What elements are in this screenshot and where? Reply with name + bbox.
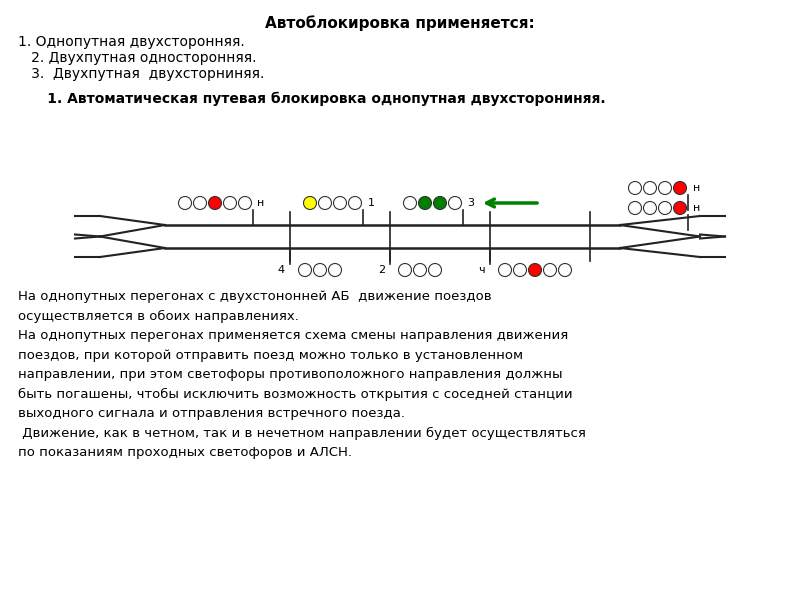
Text: направлении, при этом светофоры противоположного направления должны: направлении, при этом светофоры противоп… bbox=[18, 368, 562, 381]
Circle shape bbox=[429, 263, 442, 277]
Text: осуществляется в обоих направлениях.: осуществляется в обоих направлениях. bbox=[18, 310, 299, 323]
Text: выходного сигнала и отправления встречного поезда.: выходного сигнала и отправления встречно… bbox=[18, 407, 405, 420]
Circle shape bbox=[318, 196, 331, 209]
Circle shape bbox=[398, 263, 411, 277]
Circle shape bbox=[674, 181, 686, 194]
Circle shape bbox=[349, 196, 362, 209]
Text: по показаниям проходных светофоров и АЛСН.: по показаниям проходных светофоров и АЛС… bbox=[18, 446, 352, 459]
Circle shape bbox=[514, 263, 526, 277]
Text: 3: 3 bbox=[467, 198, 474, 208]
Text: н: н bbox=[693, 203, 700, 213]
Circle shape bbox=[434, 196, 446, 209]
Circle shape bbox=[658, 181, 671, 194]
Circle shape bbox=[403, 196, 417, 209]
Circle shape bbox=[238, 196, 251, 209]
Circle shape bbox=[658, 202, 671, 214]
Circle shape bbox=[334, 196, 346, 209]
Circle shape bbox=[418, 196, 431, 209]
Circle shape bbox=[209, 196, 222, 209]
Text: На однопутных перегонах применяется схема смены направления движения: На однопутных перегонах применяется схем… bbox=[18, 329, 568, 342]
Text: 4: 4 bbox=[278, 265, 285, 275]
Circle shape bbox=[314, 263, 326, 277]
Circle shape bbox=[178, 196, 191, 209]
Text: 2. Двухпутная односторонняя.: 2. Двухпутная односторонняя. bbox=[18, 51, 257, 65]
Text: На однопутных перегонах с двухстононней АБ  движение поездов: На однопутных перегонах с двухстононней … bbox=[18, 290, 492, 303]
Circle shape bbox=[194, 196, 206, 209]
Circle shape bbox=[558, 263, 571, 277]
Text: поездов, при которой отправить поезд можно только в установленном: поездов, при которой отправить поезд мож… bbox=[18, 349, 523, 361]
Text: Движение, как в четном, так и в нечетном направлении будет осуществляться: Движение, как в четном, так и в нечетном… bbox=[18, 427, 586, 440]
Circle shape bbox=[223, 196, 237, 209]
Text: 1. Автоматическая путевая блокировка однопутная двухсторониняя.: 1. Автоматическая путевая блокировка одн… bbox=[18, 92, 606, 106]
Circle shape bbox=[498, 263, 511, 277]
Circle shape bbox=[643, 202, 657, 214]
Circle shape bbox=[303, 196, 317, 209]
Text: 1: 1 bbox=[367, 198, 374, 208]
Circle shape bbox=[674, 202, 686, 214]
Circle shape bbox=[414, 263, 426, 277]
Circle shape bbox=[629, 181, 642, 194]
Circle shape bbox=[329, 263, 342, 277]
Circle shape bbox=[298, 263, 311, 277]
Circle shape bbox=[629, 202, 642, 214]
Text: 2: 2 bbox=[378, 265, 385, 275]
Text: н: н bbox=[258, 198, 265, 208]
Text: ч: ч bbox=[478, 265, 485, 275]
Text: 1. Однопутная двухсторонняя.: 1. Однопутная двухсторонняя. bbox=[18, 35, 245, 49]
Circle shape bbox=[529, 263, 542, 277]
Text: 3.  Двухпутная  двухсторниняя.: 3. Двухпутная двухсторниняя. bbox=[18, 67, 264, 81]
Text: быть погашены, чтобы исключить возможность открытия с соседней станции: быть погашены, чтобы исключить возможнос… bbox=[18, 388, 573, 401]
Text: н: н bbox=[693, 183, 700, 193]
Circle shape bbox=[643, 181, 657, 194]
Circle shape bbox=[543, 263, 557, 277]
Circle shape bbox=[449, 196, 462, 209]
Text: Автоблокировка применяется:: Автоблокировка применяется: bbox=[265, 15, 535, 31]
